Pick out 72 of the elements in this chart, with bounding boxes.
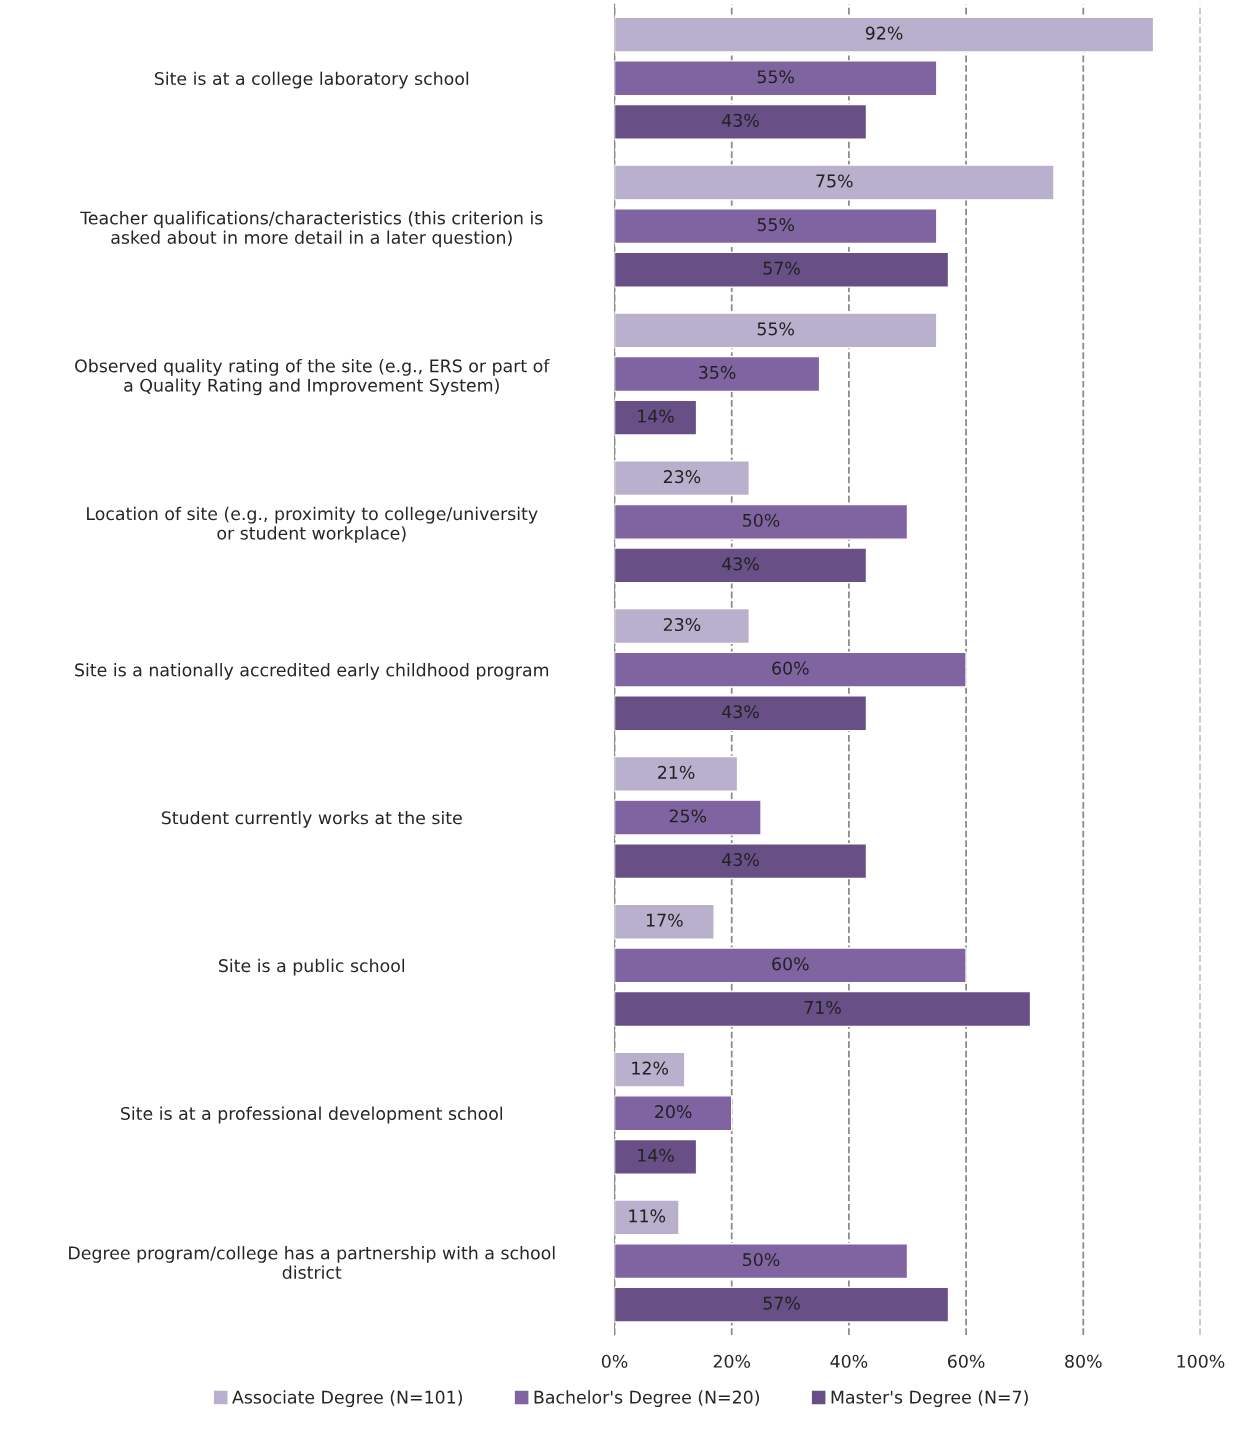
data-label: 50% (743, 1252, 780, 1267)
y-tick-label: Site is at a professional development school (121, 1106, 503, 1124)
bar (614, 799, 762, 836)
bar (614, 755, 739, 792)
y-tick-label: Observed quality rating of the site (e.g., ERS or part of a Quality Rating and Improvement System) (75, 358, 550, 396)
data-label: 17% (646, 913, 683, 927)
data-label: 60% (772, 957, 809, 971)
bar (614, 355, 821, 393)
data-label: 25% (669, 809, 707, 823)
bar (614, 947, 967, 984)
data-label: 11% (629, 1209, 666, 1223)
data-label: 43% (722, 557, 759, 571)
legend-label: Bachelor's Degree (N=20) (534, 1390, 759, 1408)
data-label: 57% (763, 261, 800, 275)
bar (614, 547, 868, 584)
bar (614, 251, 950, 288)
bar (614, 843, 868, 880)
data-label: 71% (804, 1000, 841, 1015)
y-tick-label: Degree program/college has a partnership with a school district (69, 1246, 555, 1279)
bar (614, 503, 909, 540)
bar (614, 607, 750, 645)
bar (614, 1199, 680, 1236)
data-label: 55% (757, 322, 794, 336)
bar (614, 16, 1155, 53)
bar (614, 60, 938, 97)
y-tick-label: Teacher qualifications/characteristics (this criterion is asked about in more detail in a later question) (80, 211, 543, 248)
x-tick-label: 40% (830, 1354, 868, 1368)
bar (614, 312, 938, 349)
data-label: 43% (722, 853, 759, 867)
y-tick-label: Student currently works at the site (161, 810, 462, 828)
y-tick-label: Site is a public school (219, 958, 405, 976)
data-label: 21% (658, 765, 695, 779)
data-label: 14% (638, 1148, 674, 1162)
data-label: 35% (699, 365, 736, 379)
y-tick-label: Location of site (e.g., proximity to college/university or student workplace) (87, 506, 538, 544)
bar (614, 651, 967, 688)
bar (614, 1051, 686, 1088)
data-label: 50% (743, 513, 780, 527)
data-label: 92% (865, 26, 903, 40)
x-tick-label: 0% (601, 1354, 628, 1368)
legend-label: Associate Degree (N=101) (232, 1390, 462, 1408)
data-label: 60% (772, 661, 809, 675)
bar (614, 399, 698, 436)
bar (614, 695, 868, 732)
data-label: 23% (663, 617, 701, 632)
bar (614, 1286, 950, 1323)
y-tick-label: Site is at a college laboratory school (154, 71, 469, 89)
bar (614, 1138, 698, 1175)
data-label: 57% (763, 1296, 800, 1310)
x-tick-label: 60% (948, 1354, 985, 1368)
data-label: 12% (632, 1061, 669, 1075)
x-tick-label: 100% (1177, 1354, 1225, 1368)
bar (614, 164, 1055, 201)
data-label: 43% (722, 113, 759, 127)
bar (614, 1095, 733, 1132)
data-label: 14% (638, 409, 674, 423)
x-tick-label: 80% (1065, 1354, 1102, 1368)
bar (614, 103, 868, 140)
bar (614, 990, 1032, 1028)
data-label: 43% (722, 705, 759, 719)
data-label: 55% (757, 70, 794, 84)
data-label: 23% (663, 470, 701, 484)
data-label: 75% (816, 174, 853, 188)
x-tick-label: 20% (713, 1354, 751, 1368)
bar (614, 1242, 909, 1280)
bar (614, 903, 715, 940)
data-label: 20% (655, 1105, 692, 1119)
legend-label: Master's Degree (N=7) (831, 1390, 1028, 1408)
data-label: 55% (757, 218, 794, 232)
bar (614, 208, 938, 245)
bar (614, 460, 750, 497)
y-tick-label: Site is a nationally accredited early childhood program (75, 663, 549, 680)
